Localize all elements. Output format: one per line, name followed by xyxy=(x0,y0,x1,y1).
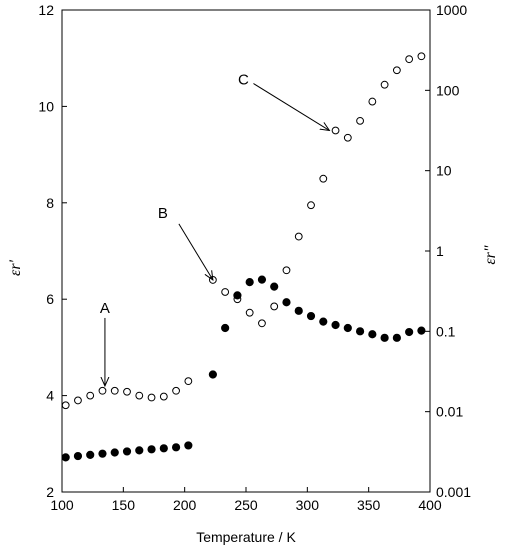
right-y-tick-label: 0.01 xyxy=(436,404,463,420)
x-axis-title: Temperature / K xyxy=(196,529,296,545)
filled-circle-point xyxy=(331,320,340,330)
x-tick-label: 150 xyxy=(112,497,136,513)
left-axis-title: εr' xyxy=(7,259,24,276)
annotation-arrow xyxy=(178,223,213,280)
left-y-tick-label: 10 xyxy=(38,98,54,114)
open-circle-point xyxy=(221,288,230,296)
open-circle-point xyxy=(331,126,340,135)
filled-circle-point xyxy=(245,278,254,287)
right-y-tick-label: 1 xyxy=(436,243,444,259)
left-y-tick-label: 2 xyxy=(46,484,54,500)
right-y-tick-label: 1000 xyxy=(436,2,467,18)
right-y-tick-label: 10 xyxy=(436,163,452,179)
open-circle-point xyxy=(294,232,303,241)
ticks: 100 150 200 250 300 350 400 2 4 6 8 10 12 0.001 0.01 0.… xyxy=(38,2,471,513)
filled-circle-point xyxy=(343,323,352,333)
open-circle-point xyxy=(417,52,426,61)
x-tick-label: 300 xyxy=(296,497,320,513)
open-circle-point xyxy=(258,319,266,328)
filled-circle-point xyxy=(368,330,377,339)
open-circle-point xyxy=(74,396,82,405)
x-tick-label: 250 xyxy=(234,497,258,513)
open-circle-point xyxy=(110,386,119,395)
filled-circle-point xyxy=(61,453,70,462)
open-circle-point xyxy=(147,393,156,402)
filled-circle-point xyxy=(98,449,107,458)
open-circle-point xyxy=(98,386,107,395)
open-circle-point xyxy=(282,266,291,275)
open-circle-point xyxy=(61,401,70,410)
open-circle-point xyxy=(184,377,193,386)
annotations: A B C xyxy=(100,72,329,386)
x-tick-label: 400 xyxy=(418,497,442,513)
right-y-tick-label: 0.1 xyxy=(436,323,456,339)
filled-circle-point xyxy=(270,282,279,291)
open-circle-point xyxy=(159,392,168,401)
filled-circle-point xyxy=(208,370,217,379)
open-circle-point xyxy=(380,80,389,89)
left-y-tick-label: 8 xyxy=(46,195,54,211)
open-circle-point xyxy=(245,308,254,317)
filled-circle-point xyxy=(392,333,401,342)
right-y-tick-label: 0.001 xyxy=(436,484,471,500)
right-y-tick-label: 100 xyxy=(436,82,460,98)
filled-circle-point xyxy=(380,333,389,342)
x-tick-label: 100 xyxy=(50,497,74,513)
annotation-arrow xyxy=(253,83,329,131)
x-tick-label: 200 xyxy=(173,497,197,513)
left-y-tick-label: 4 xyxy=(46,388,54,404)
annotation-label: B xyxy=(158,205,168,222)
annotation-label: C xyxy=(238,72,249,89)
open-circle-point xyxy=(405,55,414,64)
left-y-tick-label: 12 xyxy=(38,2,54,18)
series-filled-circles xyxy=(61,275,426,462)
filled-circle-point xyxy=(147,445,156,454)
open-circle-point xyxy=(307,201,315,210)
filled-circle-point xyxy=(122,447,132,456)
filled-circle-point xyxy=(159,444,168,453)
filled-circle-point xyxy=(221,323,230,333)
right-axis-title: εr" xyxy=(482,245,499,265)
filled-circle-point xyxy=(73,451,83,461)
filled-circle-point xyxy=(417,326,426,335)
open-circle-point xyxy=(392,66,401,75)
open-circle-point xyxy=(343,133,352,142)
filled-circle-point xyxy=(306,311,316,321)
filled-circle-point xyxy=(319,317,328,326)
filled-circle-point xyxy=(355,327,365,336)
x-tick-label: 350 xyxy=(357,497,381,513)
open-circle-point xyxy=(356,116,364,125)
filled-circle-point xyxy=(171,443,181,452)
filled-circle-point xyxy=(86,450,95,459)
filled-circle-point xyxy=(257,275,267,284)
open-circle-point xyxy=(123,387,131,396)
open-circle-point xyxy=(368,97,377,106)
series-open-circles xyxy=(61,52,426,410)
open-circle-point xyxy=(86,391,95,400)
left-y-tick-label: 6 xyxy=(46,291,54,307)
open-circle-point xyxy=(172,386,180,395)
open-circle-point xyxy=(270,302,279,311)
filled-circle-point xyxy=(184,441,193,450)
annotation-label: A xyxy=(100,300,110,317)
filled-circle-point xyxy=(282,298,291,307)
filled-circle-point xyxy=(233,291,242,300)
filled-circle-point xyxy=(405,327,414,337)
filled-circle-point xyxy=(135,446,144,455)
open-circle-point xyxy=(319,174,328,183)
filled-circle-point xyxy=(110,448,119,457)
open-circle-point xyxy=(135,391,144,400)
filled-circle-point xyxy=(294,306,303,315)
